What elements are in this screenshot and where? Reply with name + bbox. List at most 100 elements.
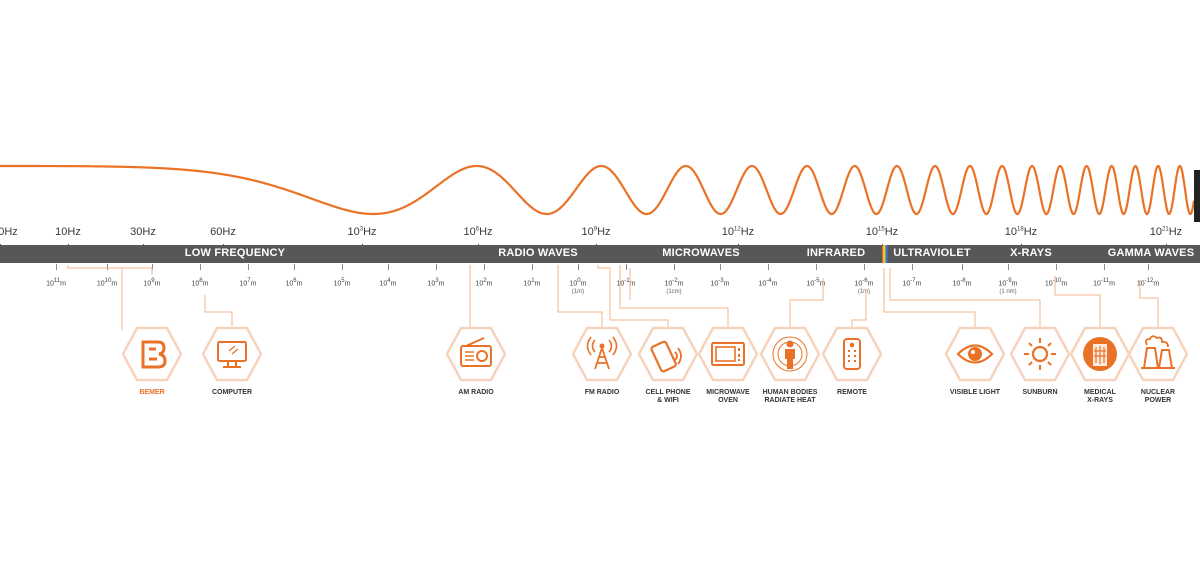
radio-tower-icon	[571, 326, 633, 382]
wavelength-tick	[1008, 264, 1009, 270]
wavelength-tick	[248, 264, 249, 270]
wavelength-tick	[768, 264, 769, 270]
wavelength-label: 10-8m	[952, 278, 972, 288]
human-body-icon	[759, 326, 821, 382]
wavelength-label: 10-1m	[616, 278, 636, 288]
wavelength-tick	[1104, 264, 1105, 270]
wavelength-tick	[342, 264, 343, 270]
wavelength-tick	[56, 264, 57, 270]
human-label: HUMAN BODIES RADIATE HEAT	[763, 389, 818, 405]
wavelength-label: 100m (1m)	[569, 278, 587, 296]
nuclear-label-line: POWER	[1144, 397, 1172, 404]
band-x-rays: X-RAYS	[1010, 247, 1052, 259]
am-radio-hexagon	[444, 325, 508, 383]
wavelength-label: 10-7m	[902, 278, 922, 288]
spectrum-band	[0, 245, 1200, 263]
wavelength-label: 10-12m	[1136, 278, 1160, 288]
cell-phone-label-line: & WIFI	[657, 397, 679, 404]
wavelength-tick	[816, 264, 817, 270]
wavelength-label: 102m	[475, 278, 493, 288]
wavelength-tick	[532, 264, 533, 270]
wavelength-label: 109m	[143, 278, 161, 288]
freq-label-10e9hz: 109Hz	[581, 226, 611, 238]
wavelength-label: 10-4m	[758, 278, 778, 288]
wavelength-label: 10-9m (1 nm)	[998, 278, 1018, 296]
human-hexagon	[758, 325, 822, 383]
wavelength-tick	[720, 264, 721, 270]
freq-label-10e3hz: 103Hz	[347, 226, 377, 238]
wavelength-tick	[294, 264, 295, 270]
wavelength-tick	[962, 264, 963, 270]
freq-label-10e15hz: 1015Hz	[865, 226, 899, 238]
fm-radio-label-line: FM RADIO	[584, 389, 620, 396]
freq-label-10e6hz: 106Hz	[463, 226, 493, 238]
wavelength-tick	[674, 264, 675, 270]
wavelength-tick	[1148, 264, 1149, 270]
cell-phone-hexagon	[636, 325, 700, 383]
xrays-hexagon	[1068, 325, 1132, 383]
visible-label: VISIBLE LIGHT	[950, 389, 1000, 397]
wavelength-label: 105m	[333, 278, 351, 288]
wavelength-label: 108m	[191, 278, 209, 288]
microwave-oven-icon	[697, 326, 759, 382]
fm-radio-hexagon	[570, 325, 634, 383]
sun-icon	[1009, 326, 1071, 382]
wavelength-label: 107m	[239, 278, 257, 288]
nuclear-hexagon	[1126, 325, 1190, 383]
wave-curve	[0, 164, 1200, 222]
cell-phone-label-line: CELL PHONE	[645, 389, 691, 396]
xray-body-icon	[1069, 326, 1131, 382]
remote-label-line: REMOTE	[837, 389, 867, 396]
xrays-label: MEDICAL X-RAYS	[1084, 389, 1116, 405]
sunburn-hexagon	[1008, 325, 1072, 383]
remote-label: REMOTE	[837, 389, 867, 397]
microwave-hexagon	[696, 325, 760, 383]
bemer-hexagon	[120, 325, 184, 383]
wavelength-label: 1010m	[96, 278, 118, 288]
wavelength-label: 103m	[427, 278, 445, 288]
computer-label-line: COMPUTER	[211, 389, 253, 396]
wavelength-label: 104m	[379, 278, 397, 288]
freq-label-0hz: 0Hz	[0, 226, 18, 238]
wavelength-tick	[436, 264, 437, 270]
visible-spectrum-strip	[882, 245, 888, 263]
wavelength-label: 106m	[285, 278, 303, 288]
nuclear-plant-icon	[1127, 326, 1189, 382]
fm-radio-label: FM RADIO	[585, 389, 620, 397]
wavelength-tick	[200, 264, 201, 270]
am-radio-label: AM RADIO	[458, 389, 493, 397]
bemer-logo-icon	[121, 326, 183, 382]
xrays-label-line: X-RAYS	[1087, 397, 1113, 404]
microwave-label: MICROWAVE OVEN	[706, 389, 749, 405]
band-ultraviolet: ULTRAVIOLET	[893, 247, 971, 259]
wavelength-label: 10-2m (1cm)	[664, 278, 684, 296]
computer-hexagon	[200, 325, 264, 383]
wavelength-tick	[912, 264, 913, 270]
wavelength-tick	[388, 264, 389, 270]
band-gamma-waves: GAMMA WAVES	[1107, 247, 1195, 259]
freq-label-10e21hz: 1021Hz	[1149, 226, 1183, 238]
wavelength-tick	[578, 264, 579, 270]
wavelength-tick	[107, 264, 108, 270]
wavelength-tick	[864, 264, 865, 270]
bemer-label: BEMER	[139, 389, 164, 397]
wavelength-tick	[484, 264, 485, 270]
eye-icon	[944, 326, 1006, 382]
remote-hexagon	[820, 325, 884, 383]
wavelength-label: 10-3m	[710, 278, 730, 288]
computer-label: COMPUTER	[212, 389, 252, 397]
bemer-label-line: BEMER	[139, 389, 165, 396]
freq-label-60hz: 60Hz	[210, 226, 236, 238]
nuclear-label: NUCLEAR POWER	[1141, 389, 1175, 405]
wavelength-label: 10-6m (1m)	[854, 278, 874, 296]
visible-hexagon	[943, 325, 1007, 383]
remote-control-icon	[821, 326, 883, 382]
sunburn-label: SUNBURN	[1023, 389, 1058, 397]
visible-label-line: VISIBLE LIGHT	[949, 389, 1001, 396]
human-label-line: HUMAN BODIES	[762, 389, 818, 396]
human-label-line: RADIATE HEAT	[764, 397, 816, 404]
freq-label-10e12hz: 1012Hz	[721, 226, 755, 238]
cell-phone-wifi-icon	[637, 326, 699, 382]
